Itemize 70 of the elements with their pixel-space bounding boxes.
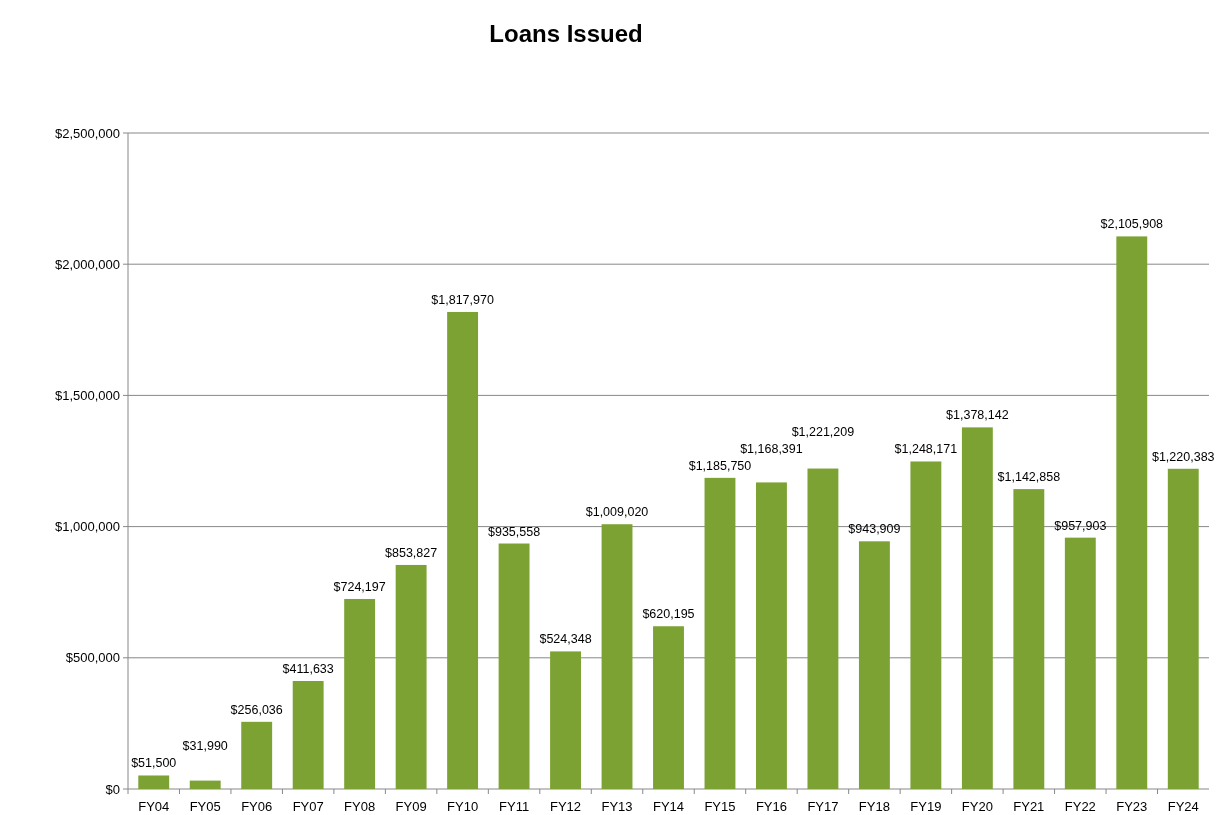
bar [138, 775, 170, 789]
y-tick-label: $1,500,000 [54, 387, 120, 403]
y-tick-label: $500,000 [65, 650, 120, 666]
bar [910, 461, 942, 789]
x-tick-label: FY24 [1167, 799, 1199, 814]
bar [498, 543, 530, 789]
x-tick-label: FY22 [1064, 799, 1096, 814]
bar [756, 482, 787, 789]
x-tick-label: FY09 [395, 799, 427, 814]
x-tick-label: FY21 [1013, 799, 1045, 814]
bar [653, 626, 684, 789]
bar [1167, 468, 1199, 789]
bar [807, 468, 839, 789]
data-label: $2,105,908 [1100, 217, 1164, 232]
data-label: $1,168,391 [740, 441, 803, 456]
x-tick-label: FY18 [858, 799, 890, 814]
bar [189, 780, 221, 789]
bar [1013, 489, 1045, 789]
data-label: $1,221,209 [791, 424, 855, 439]
data-label: $943,909 [848, 522, 901, 537]
y-tick-label: $2,500,000 [54, 125, 120, 141]
x-tick-label: FY04 [138, 799, 170, 814]
data-label: $1,248,171 [894, 442, 958, 457]
x-tick-label: FY19 [910, 799, 942, 814]
y-tick-label: $0 [105, 781, 120, 797]
x-tick-label: FY16 [755, 799, 787, 814]
y-tick-label: $1,000,000 [54, 519, 120, 535]
bar [344, 598, 376, 789]
x-tick-label: FY23 [1116, 799, 1148, 814]
bar [601, 524, 633, 789]
data-label: $1,378,142 [946, 408, 1009, 423]
bar [858, 541, 890, 789]
bar [395, 564, 427, 789]
x-tick-label: FY15 [704, 799, 736, 814]
data-label: $853,827 [385, 545, 438, 560]
x-tick-label: FY20 [961, 799, 993, 814]
bar [292, 680, 324, 789]
bar [1116, 236, 1148, 789]
bar [961, 427, 993, 789]
x-tick-label: FY13 [601, 799, 633, 814]
data-label: $51,500 [131, 756, 177, 771]
x-tick-label: FY07 [292, 799, 324, 814]
data-label: $524,348 [539, 632, 592, 647]
bar [241, 721, 273, 789]
data-label: $620,195 [642, 607, 695, 622]
x-tick-label: FY11 [499, 799, 530, 814]
bar [447, 311, 479, 789]
bar [704, 477, 736, 789]
data-label: $256,036 [230, 702, 283, 717]
data-label: $1,185,750 [688, 458, 752, 473]
x-tick-label: FY08 [344, 799, 376, 814]
data-label: $724,197 [333, 579, 386, 594]
x-tick-label: FY05 [189, 799, 221, 814]
data-label: $31,990 [182, 739, 228, 754]
bar [1064, 537, 1096, 789]
data-label: $957,903 [1054, 518, 1107, 533]
y-tick-label: $2,000,000 [54, 256, 120, 272]
x-tick-label: FY06 [241, 799, 273, 814]
data-label: $411,633 [282, 661, 334, 676]
x-tick-label: FY12 [550, 799, 582, 814]
data-label: $1,817,970 [431, 292, 494, 307]
data-label: $1,220,383 [1151, 449, 1215, 464]
x-tick-label: FY17 [807, 799, 839, 814]
data-label: $1,142,858 [997, 470, 1061, 485]
x-tick-label: FY10 [447, 799, 479, 814]
chart-title: Loans Issued [489, 20, 643, 47]
bar [550, 651, 581, 789]
data-label: $1,009,020 [585, 505, 649, 520]
data-label: $935,558 [488, 524, 541, 539]
x-tick-label: FY14 [652, 799, 685, 814]
